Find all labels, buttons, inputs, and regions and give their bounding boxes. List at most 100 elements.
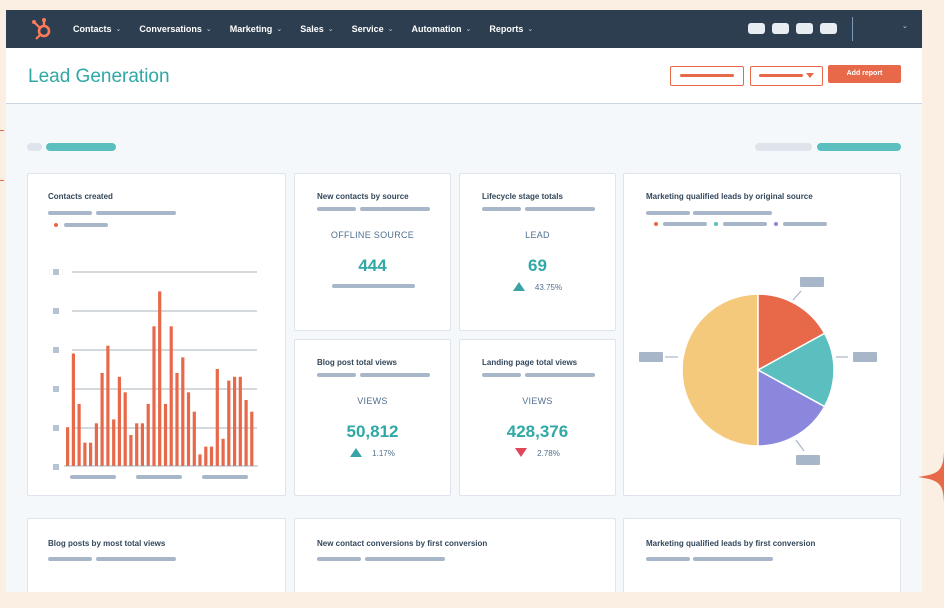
button-label-placeholder bbox=[759, 74, 803, 77]
delta-value: 43.75% bbox=[534, 283, 563, 292]
bar bbox=[71, 353, 75, 466]
nav-item-label: Conversations bbox=[139, 24, 202, 34]
nav-item-conversations[interactable]: Conversations ⌄ bbox=[139, 24, 211, 34]
lifecycle-card[interactable]: Lifecycle stage totals LEAD 69 43.75% bbox=[459, 173, 616, 331]
legend-dot bbox=[774, 222, 778, 226]
bar bbox=[181, 357, 185, 466]
landing-views-card[interactable]: Landing page total views VIEWS 428,376 2… bbox=[459, 339, 616, 496]
subtitle-placeholder bbox=[482, 207, 521, 211]
bar bbox=[192, 411, 196, 466]
y-tick-marker bbox=[53, 308, 59, 314]
subtitle-placeholder bbox=[646, 557, 690, 561]
add-report-button[interactable]: Add report bbox=[828, 65, 901, 83]
x-tick-placeholder bbox=[70, 475, 116, 479]
contacts-created-card[interactable]: Contacts created bbox=[27, 173, 286, 496]
card-title: Contacts created bbox=[48, 192, 113, 201]
new-contacts-card[interactable]: New contacts by source OFFLINE SOURCE 44… bbox=[294, 173, 451, 331]
nav-utility-button[interactable] bbox=[820, 23, 837, 34]
top-navigation: Contacts ⌄ Conversations ⌄ Marketing ⌄ Sales ⌄ S… bbox=[6, 10, 922, 48]
account-menu-chevron-icon[interactable]: ⌄ bbox=[902, 23, 908, 30]
metric-label: VIEWS bbox=[357, 396, 388, 406]
subtitle-placeholder bbox=[317, 557, 361, 561]
trend-up-icon bbox=[512, 282, 525, 291]
subtitle-placeholder bbox=[482, 373, 521, 377]
filter-placeholder[interactable] bbox=[755, 143, 812, 151]
mql-conversion-card[interactable]: Marketing qualified leads by first conve… bbox=[623, 518, 901, 592]
bar bbox=[94, 423, 98, 466]
subtitle-placeholder bbox=[96, 557, 176, 561]
nav-item-label: Marketing bbox=[229, 24, 273, 34]
app-window: Contacts ⌄ Conversations ⌄ Marketing ⌄ Sales ⌄ S… bbox=[6, 10, 922, 592]
nav-item-label: Reports bbox=[489, 24, 524, 34]
card-title: Blog post total views bbox=[317, 358, 398, 367]
nav-item-reports[interactable]: Reports ⌄ bbox=[489, 24, 533, 34]
mql-pie-chart bbox=[639, 277, 877, 465]
delta-value: 2.78% bbox=[537, 449, 560, 458]
nav-divider bbox=[852, 17, 853, 41]
mql-source-card[interactable]: Marketing qualified leads by original so… bbox=[623, 173, 901, 496]
subtitle-placeholder bbox=[48, 211, 92, 215]
y-tick-marker bbox=[53, 386, 59, 392]
dropdown-button[interactable] bbox=[750, 66, 823, 86]
actions-button[interactable] bbox=[670, 66, 744, 86]
blog-views-card[interactable]: Blog post total views VIEWS 50,812 1.17% bbox=[294, 339, 451, 496]
date-range-filter[interactable] bbox=[46, 143, 116, 151]
callout-label-placeholder bbox=[853, 352, 877, 362]
chevron-down-icon: ⌄ bbox=[387, 26, 394, 33]
metric-value: 50,812 bbox=[346, 422, 399, 441]
metric-footer-placeholder bbox=[332, 284, 415, 288]
bar bbox=[238, 376, 242, 466]
card-title: Lifecycle stage totals bbox=[482, 192, 563, 201]
nav-utility-button[interactable] bbox=[796, 23, 813, 34]
filter-placeholder[interactable] bbox=[27, 143, 42, 151]
new-conversions-card[interactable]: New contact conversions by first convers… bbox=[294, 518, 616, 592]
callout-label-placeholder bbox=[796, 455, 820, 465]
subtitle-placeholder bbox=[525, 207, 595, 211]
bar bbox=[250, 411, 254, 466]
nav-item-automation[interactable]: Automation ⌄ bbox=[412, 24, 472, 34]
metric-value: 428,376 bbox=[506, 422, 569, 441]
hubspot-sprocket-icon[interactable] bbox=[30, 17, 54, 41]
subtitle-placeholder bbox=[525, 373, 595, 377]
bar bbox=[106, 345, 110, 466]
bar bbox=[123, 392, 127, 466]
legend-label-placeholder bbox=[663, 222, 707, 226]
subtitle-placeholder bbox=[48, 557, 92, 561]
card-title: New contacts by source bbox=[317, 192, 409, 201]
bar bbox=[169, 326, 173, 466]
subtitle-placeholder bbox=[360, 373, 430, 377]
bar bbox=[66, 427, 70, 466]
chevron-down-icon: ⌄ bbox=[115, 26, 122, 33]
sparkle-decoration-icon bbox=[918, 452, 944, 502]
nav-item-sales[interactable]: Sales ⌄ bbox=[300, 24, 333, 34]
delta-value: 1.17% bbox=[372, 449, 395, 458]
pie-slice bbox=[756, 332, 835, 408]
bar bbox=[158, 291, 162, 466]
y-tick-marker bbox=[53, 347, 59, 353]
subtitle-placeholder bbox=[646, 211, 690, 215]
subtitle-placeholder bbox=[693, 557, 773, 561]
legend-label-placeholder bbox=[783, 222, 827, 226]
card-title: Marketing qualified leads by original so… bbox=[646, 192, 813, 201]
legend-label-placeholder bbox=[723, 222, 767, 226]
legend-dot bbox=[714, 222, 718, 226]
nav-item-service[interactable]: Service ⌄ bbox=[352, 24, 394, 34]
blog-posts-card[interactable]: Blog posts by most total views bbox=[27, 518, 286, 592]
bar bbox=[152, 326, 156, 466]
nav-item-marketing[interactable]: Marketing ⌄ bbox=[230, 24, 282, 34]
bar bbox=[175, 372, 179, 466]
nav-utility-button[interactable] bbox=[772, 23, 789, 34]
nav-item-label: Sales bbox=[300, 24, 324, 34]
metric-label: VIEWS bbox=[522, 396, 553, 406]
trend-up-icon bbox=[350, 448, 363, 457]
nav-utility-button[interactable] bbox=[748, 23, 765, 34]
card-title: New contact conversions by first convers… bbox=[317, 539, 488, 548]
subtitle-placeholder bbox=[365, 557, 445, 561]
bar bbox=[77, 403, 81, 466]
nav-item-contacts[interactable]: Contacts ⌄ bbox=[73, 24, 121, 34]
nav-item-label: Contacts bbox=[73, 24, 112, 34]
subtitle-placeholder bbox=[360, 207, 430, 211]
dashboard-filter[interactable] bbox=[817, 143, 901, 151]
bar bbox=[89, 442, 93, 466]
card-title: Landing page total views bbox=[482, 358, 578, 367]
